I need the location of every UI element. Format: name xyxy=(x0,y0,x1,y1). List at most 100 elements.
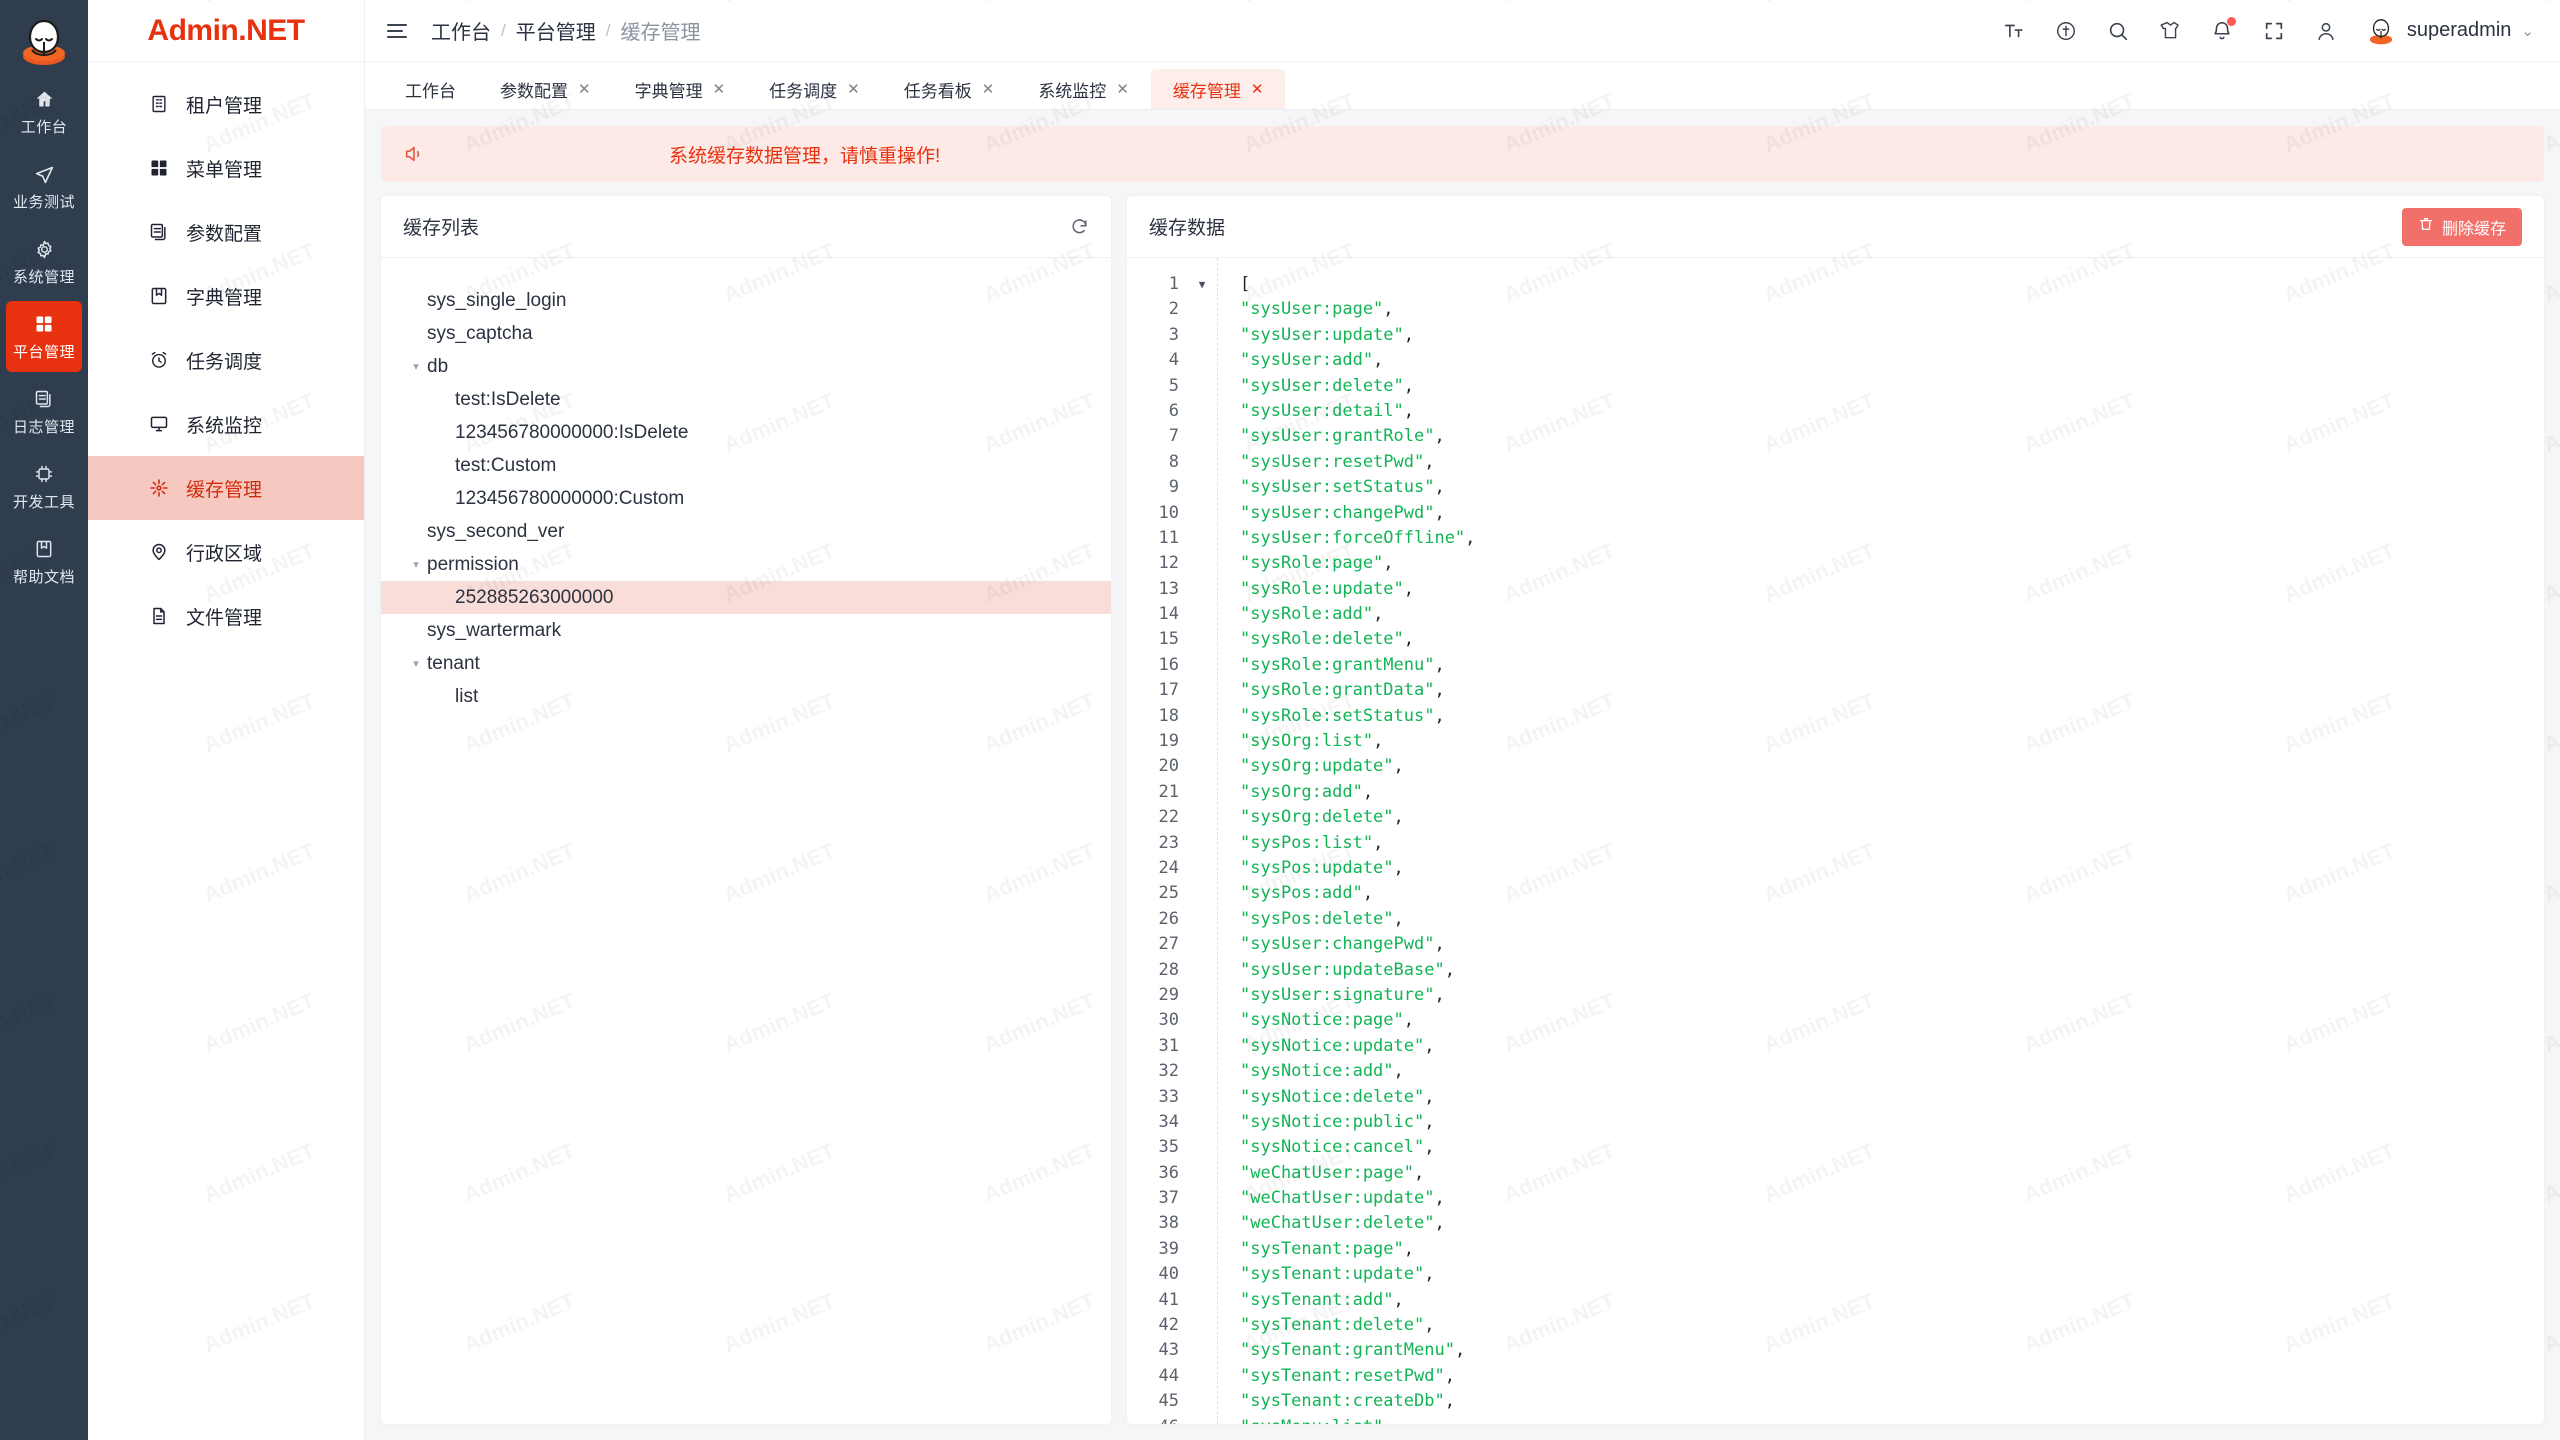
breadcrumb-item-0[interactable]: 工作台 xyxy=(431,22,491,44)
close-icon[interactable]: ✕ xyxy=(1250,81,1264,98)
chevron-down-icon: ⌄ xyxy=(2521,22,2534,40)
fold-toggle-icon[interactable]: ▼ xyxy=(1198,278,1206,291)
fold-spacer xyxy=(1189,450,1215,475)
tab-0[interactable]: 工作台 xyxy=(383,69,478,109)
theme-shirt-icon[interactable] xyxy=(2157,18,2183,44)
menu-item-4[interactable]: 任务调度 xyxy=(88,328,364,392)
tree-node-4[interactable]: ▾123456780000000:IsDelete xyxy=(381,416,1111,449)
tree-node-0[interactable]: ▾sys_single_login xyxy=(381,284,1111,317)
tree-node-11[interactable]: ▾ tenant xyxy=(381,647,1111,680)
code-line: "sysTenant:add", xyxy=(1240,1289,1404,1310)
tree-node-12[interactable]: ▾list xyxy=(381,680,1111,713)
notification-bell-icon[interactable] xyxy=(2209,16,2236,44)
chip-icon xyxy=(6,463,82,485)
sound-notice-icon xyxy=(403,143,429,165)
sidebar-item-4[interactable]: 日志管理 xyxy=(6,376,82,447)
close-icon[interactable]: ✕ xyxy=(847,81,860,98)
menu-toggle-icon[interactable] xyxy=(387,23,413,38)
close-icon[interactable]: ✕ xyxy=(981,81,995,98)
copy-icon xyxy=(6,388,82,410)
fold-spacer xyxy=(1189,627,1215,652)
copy-icon xyxy=(148,222,170,242)
menu-item-1[interactable]: 菜单管理 xyxy=(88,136,364,200)
fold-spacer xyxy=(1189,1415,1215,1424)
chevron-down-icon[interactable]: ▾ xyxy=(413,559,419,571)
sidebar-item-3[interactable]: 平台管理 xyxy=(6,301,82,372)
sidebar-item-1[interactable]: 业务测试 xyxy=(6,151,82,222)
chevron-down-icon[interactable]: ▾ xyxy=(413,658,419,670)
menu-item-3[interactable]: 字典管理 xyxy=(88,264,364,328)
fold-spacer xyxy=(1189,983,1215,1008)
warning-alert: 系统缓存数据管理，请慎重操作! xyxy=(381,126,2544,182)
search-icon[interactable] xyxy=(2105,18,2131,44)
fold-spacer xyxy=(1189,297,1215,322)
cache-tree[interactable]: ▾sys_single_login▾sys_captcha▾db▾test:Is… xyxy=(381,258,1111,1424)
fold-spacer xyxy=(1189,907,1215,932)
cache-list-title: 缓存列表 xyxy=(403,218,480,239)
fullscreen-icon[interactable] xyxy=(2261,18,2287,44)
file-icon xyxy=(148,606,170,626)
code-line: "sysUser:changePwd", xyxy=(1240,502,1445,523)
building-icon xyxy=(148,94,170,114)
json-code-viewer[interactable]: 1 2 3 4 5 6 7 8 9 10 11 12 13 14 15 16 17 18 19 20 21 22 23 24 2… xyxy=(1127,258,2544,1424)
breadcrumb-item-2: 缓存管理 xyxy=(620,22,701,44)
tree-node-2[interactable]: ▾ db xyxy=(381,350,1111,383)
tree-node-8[interactable]: ▾ permission xyxy=(381,548,1111,581)
menu-item-label: 缓存管理 xyxy=(186,479,263,501)
fold-spacer xyxy=(1189,424,1215,449)
secondary-menu-list: 租户管理菜单管理 参数配置 字典管理 任务调度系统监控缓存管理行政区域 文件管理 xyxy=(88,62,364,648)
menu-item-7[interactable]: 行政区域 xyxy=(88,520,364,584)
fold-spacer xyxy=(1189,856,1215,881)
tree-node-9[interactable]: ▾252885263000000 xyxy=(381,581,1111,614)
code-lines[interactable]: ["sysUser:page", "sysUser:update", "sysUse… xyxy=(1217,258,2544,1424)
breadcrumb-item-1[interactable]: 平台管理 xyxy=(515,22,596,44)
tree-node-7[interactable]: ▾sys_second_ver xyxy=(381,515,1111,548)
tree-node-6[interactable]: ▾123456780000000:Custom xyxy=(381,482,1111,515)
user-menu[interactable]: superadmin ⌄ xyxy=(2365,15,2534,47)
tab-4[interactable]: 任务看板 ✕ xyxy=(882,69,1017,109)
cache-data-panel: 缓存数据 删除缓存 1 2 3 4 5 6 7 8 9 10 11 12 13 14 1 xyxy=(1127,196,2544,1424)
sidebar-item-2[interactable]: 系统管理 xyxy=(6,226,82,297)
close-icon[interactable]: ✕ xyxy=(712,81,726,98)
tab-1[interactable]: 参数配置 ✕ xyxy=(478,69,613,109)
tab-6[interactable]: 缓存管理 ✕ xyxy=(1150,69,1286,109)
primary-sidebar: 工作台 业务测试 系统管理 平台管理 日志管理 开发工具 帮助文档 xyxy=(0,0,88,1440)
fold-spacer xyxy=(1189,653,1215,678)
tree-node-3[interactable]: ▾test:IsDelete xyxy=(381,383,1111,416)
tree-node-10[interactable]: ▾sys_wartermark xyxy=(381,614,1111,647)
close-icon[interactable]: ✕ xyxy=(1116,81,1129,98)
code-line: "sysTenant:grantMenu", xyxy=(1240,1340,1466,1361)
tree-node-1[interactable]: ▾sys_captcha xyxy=(381,317,1111,350)
sidebar-item-5[interactable]: 开发工具 xyxy=(6,451,82,522)
code-line: "sysTenant:delete", xyxy=(1240,1315,1435,1336)
tab-2[interactable]: 字典管理 ✕ xyxy=(613,69,748,109)
tree-node-5[interactable]: ▾test:Custom xyxy=(381,449,1111,482)
account-icon[interactable] xyxy=(2313,18,2339,44)
menu-item-2[interactable]: 参数配置 xyxy=(88,200,364,264)
sidebar-item-0[interactable]: 工作台 xyxy=(6,76,82,147)
menu-item-label: 系统监控 xyxy=(186,415,263,437)
topbar-icon-group xyxy=(2001,16,2339,44)
tab-5[interactable]: 系统监控 ✕ xyxy=(1016,69,1151,109)
line-number: 34 xyxy=(1158,1111,1179,1132)
refresh-icon[interactable] xyxy=(1070,217,1089,236)
line-number: 24 xyxy=(1158,857,1179,878)
code-fold-column[interactable]: ▼ xyxy=(1189,258,1215,1424)
menu-item-5[interactable]: 系统监控 xyxy=(88,392,364,456)
monitor-icon xyxy=(148,414,170,434)
line-number: 32 xyxy=(1158,1061,1179,1082)
code-line: "sysUser:update", xyxy=(1240,324,1415,345)
tree-node-label: test:Custom xyxy=(455,454,557,476)
close-icon[interactable]: ✕ xyxy=(578,81,591,98)
delete-cache-button[interactable]: 删除缓存 xyxy=(2401,207,2522,246)
menu-item-6[interactable]: 缓存管理 xyxy=(88,456,364,520)
menu-item-8[interactable]: 文件管理 xyxy=(88,584,364,648)
language-icon[interactable] xyxy=(2053,18,2079,44)
tab-3[interactable]: 任务调度 ✕ xyxy=(747,69,882,109)
chevron-down-icon[interactable]: ▾ xyxy=(413,361,419,373)
font-size-icon[interactable] xyxy=(2001,18,2027,44)
menu-item-label: 租户管理 xyxy=(186,95,263,117)
menu-item-0[interactable]: 租户管理 xyxy=(88,72,364,136)
sidebar-item-6[interactable]: 帮助文档 xyxy=(6,526,82,597)
page-content: 系统缓存数据管理，请慎重操作! 缓存列表 ▾sys_single_log xyxy=(365,110,2560,1440)
